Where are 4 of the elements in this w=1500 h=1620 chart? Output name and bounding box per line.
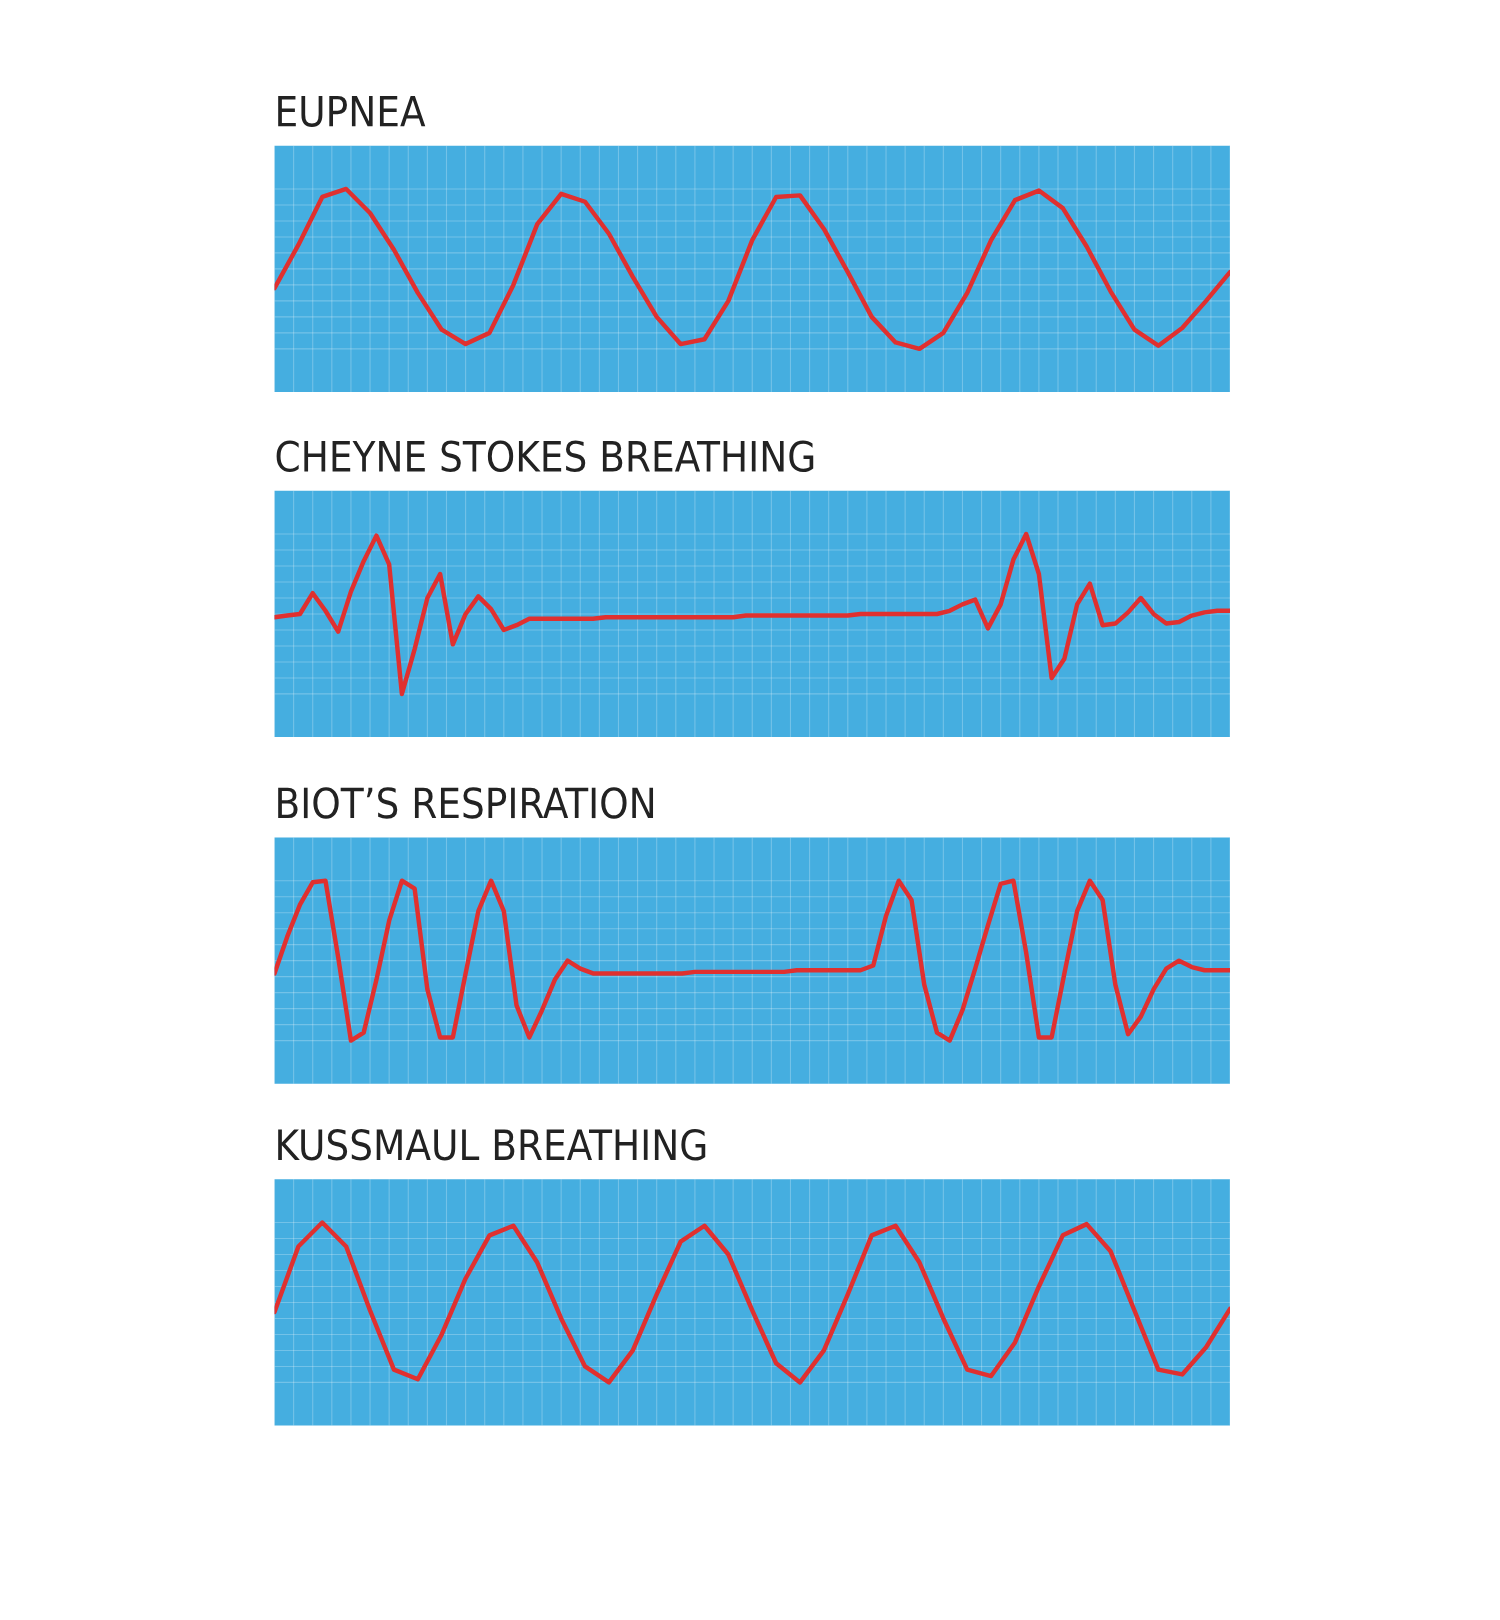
chart-title: EUPNEA (278, 95, 426, 127)
chart-title: KUSSMAUL BREATHING (278, 1128, 706, 1161)
chart-title: BIOT’S RESPIRATION (278, 787, 654, 819)
chart-title: CHEYNE STOKES BREATHING (276, 440, 814, 473)
